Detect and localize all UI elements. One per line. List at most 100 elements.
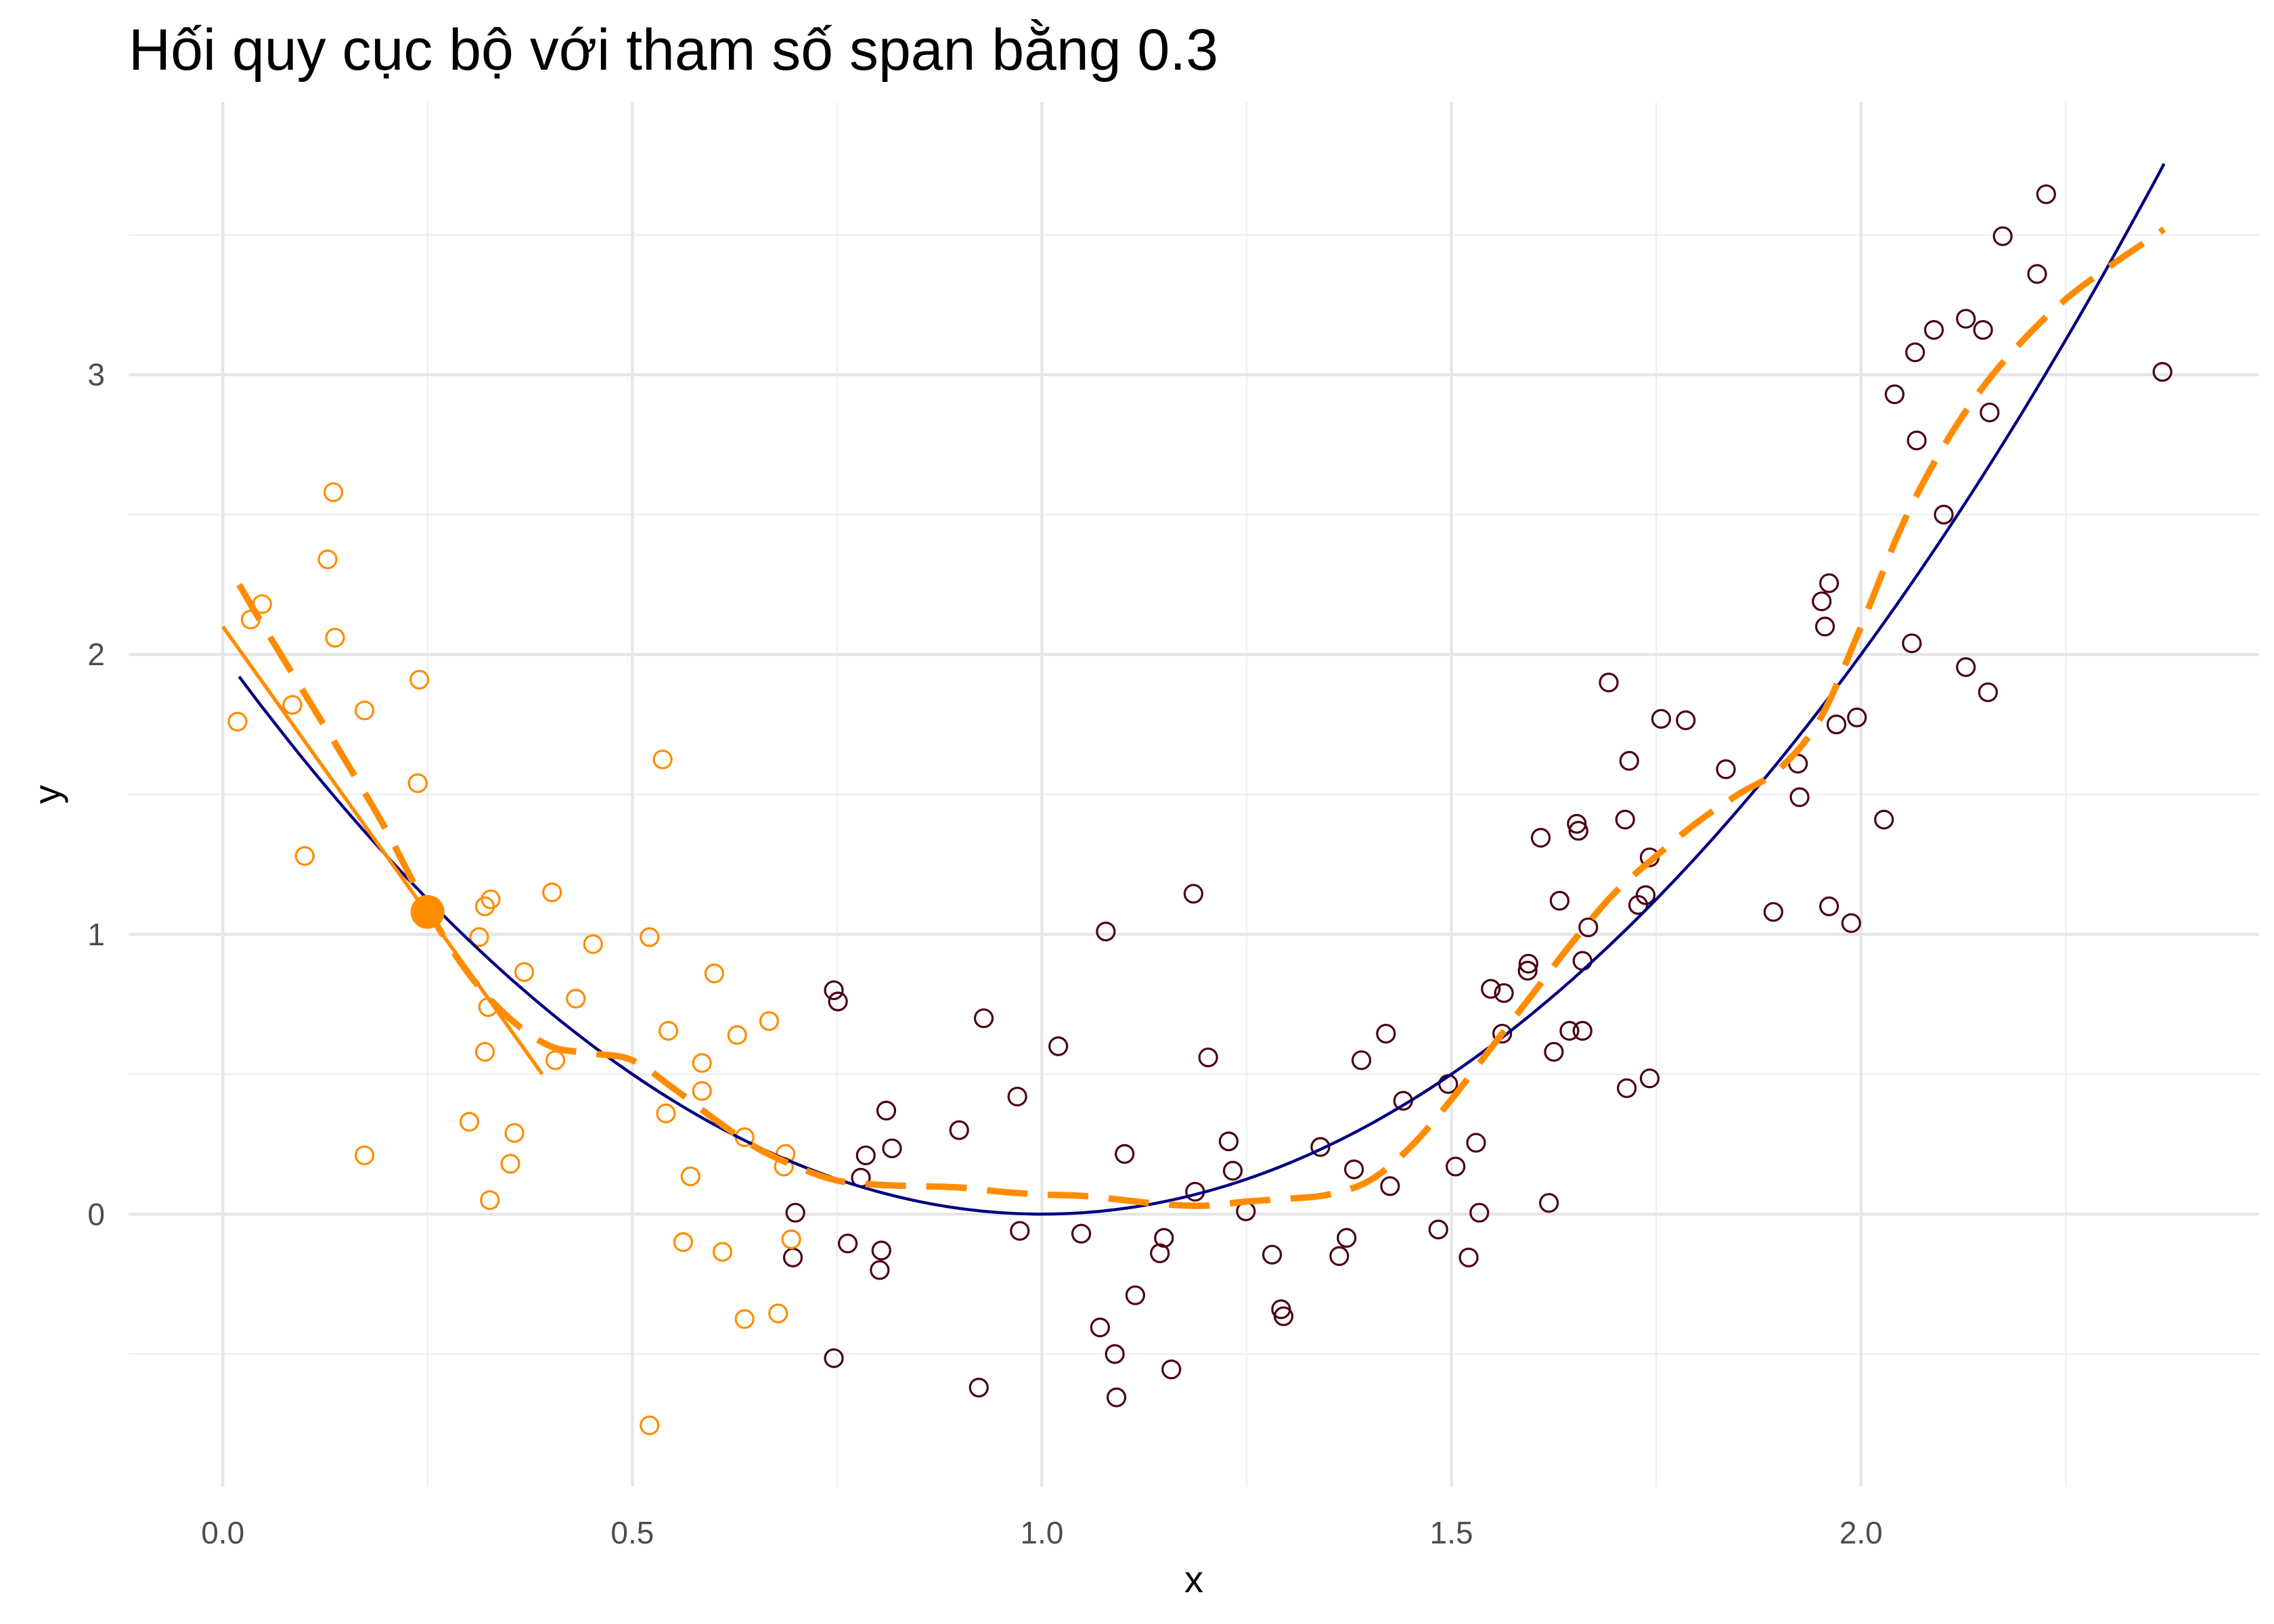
y-axis-title: y <box>26 785 68 804</box>
data-point <box>1105 1344 1125 1364</box>
data-point <box>973 1008 994 1029</box>
window-data-point <box>294 846 315 866</box>
data-point <box>968 1378 989 1398</box>
data-point <box>1071 1223 1092 1244</box>
data-point <box>1874 809 1894 830</box>
data-point <box>882 1138 902 1158</box>
data-point <box>1115 1144 1135 1164</box>
data-point <box>1923 319 1944 340</box>
data-point <box>1446 1156 1466 1177</box>
data-point <box>1716 759 1736 780</box>
window-data-point <box>640 927 660 947</box>
data-point <box>1218 1131 1239 1152</box>
y-tick-label: 0 <box>87 1196 105 1232</box>
window-data-point <box>409 669 430 690</box>
data-point <box>1568 821 1588 841</box>
chart-title: Hối quy cục bộ với tham số span bằng 0.3 <box>129 18 1218 83</box>
data-point <box>1992 226 2013 246</box>
window-data-point <box>759 1011 780 1031</box>
x-tick-label: 1.5 <box>1430 1515 1473 1550</box>
loess-fit-line <box>236 226 2166 1209</box>
data-point <box>1902 633 1922 654</box>
data-point <box>1222 1160 1243 1181</box>
window-data-point <box>317 549 338 570</box>
data-point <box>1841 913 1861 933</box>
data-point <box>1956 309 1976 329</box>
window-data-point <box>480 1190 500 1211</box>
data-point <box>1615 809 1635 830</box>
data-point <box>1617 1078 1637 1098</box>
window-data-point <box>474 896 495 917</box>
x-tick-label: 2.0 <box>1840 1515 1883 1550</box>
window-data-point <box>542 882 562 903</box>
window-data-point <box>323 482 344 503</box>
x-axis-title: x <box>1184 1558 1203 1600</box>
data-point <box>1539 1193 1559 1213</box>
data-point <box>1578 917 1599 938</box>
data-point <box>1428 1219 1448 1240</box>
data-point <box>1619 750 1639 771</box>
window-data-point <box>704 964 724 984</box>
data-point <box>1826 715 1847 735</box>
data-point <box>876 1100 897 1121</box>
window-data-point <box>514 962 535 983</box>
data-point <box>1344 1159 1364 1179</box>
y-tick-label: 3 <box>87 357 105 392</box>
data-point <box>870 1260 890 1280</box>
data-point <box>1376 1023 1396 1044</box>
data-point <box>1956 657 1976 677</box>
x-tick-label: 0.5 <box>610 1515 654 1550</box>
x-axis-tick-labels: 0.0 0.5 1.0 1.5 2.0 <box>201 1515 1883 1550</box>
data-point <box>1599 672 1619 693</box>
data-point <box>1559 1020 1580 1041</box>
data-point <box>1905 342 1925 363</box>
data-point <box>1466 1133 1486 1153</box>
x-tick-label: 1.0 <box>1021 1515 1064 1550</box>
window-data-point <box>712 1242 733 1262</box>
data-point <box>871 1240 891 1261</box>
data-point <box>2152 362 2172 382</box>
window-data-point <box>282 695 303 715</box>
data-point <box>1934 504 1954 525</box>
data-point <box>1273 1306 1294 1326</box>
data-point <box>1639 1068 1660 1089</box>
data-point <box>1183 884 1203 904</box>
data-point <box>1494 983 1514 1003</box>
window-data-point <box>481 889 501 909</box>
window-data-point <box>652 749 673 769</box>
window-data-point <box>474 1041 495 1062</box>
window-data-point <box>583 934 603 954</box>
data-point <box>1812 591 1832 612</box>
data-point <box>1819 573 1840 593</box>
window-data-point <box>680 1166 700 1187</box>
data-point <box>1351 1050 1372 1070</box>
data-point <box>1107 1387 1127 1407</box>
data-point <box>1814 616 1835 637</box>
data-point <box>2027 264 2047 284</box>
focal-point <box>410 895 445 929</box>
window-data-point <box>354 1145 375 1166</box>
y-tick-label: 1 <box>87 917 105 952</box>
window-data-point <box>459 1112 480 1132</box>
data-point <box>1651 708 1672 729</box>
data-point <box>785 1202 805 1223</box>
window-data-point <box>469 927 489 947</box>
data-point <box>1481 978 1501 999</box>
data-point <box>1819 896 1840 917</box>
window-data-point <box>768 1303 788 1324</box>
window-data-point <box>692 1053 712 1073</box>
window-data-point <box>673 1232 693 1253</box>
data-point <box>1518 953 1539 974</box>
window-data-point <box>734 1309 755 1329</box>
window-data-point <box>781 1229 801 1250</box>
data-point <box>1161 1359 1182 1380</box>
data-point <box>1628 895 1649 915</box>
data-point <box>949 1120 969 1140</box>
data-point <box>824 1348 844 1368</box>
data-point <box>824 980 844 1001</box>
y-tick-label: 2 <box>87 637 105 672</box>
data-point <box>1549 890 1570 911</box>
data-point <box>1676 710 1696 731</box>
